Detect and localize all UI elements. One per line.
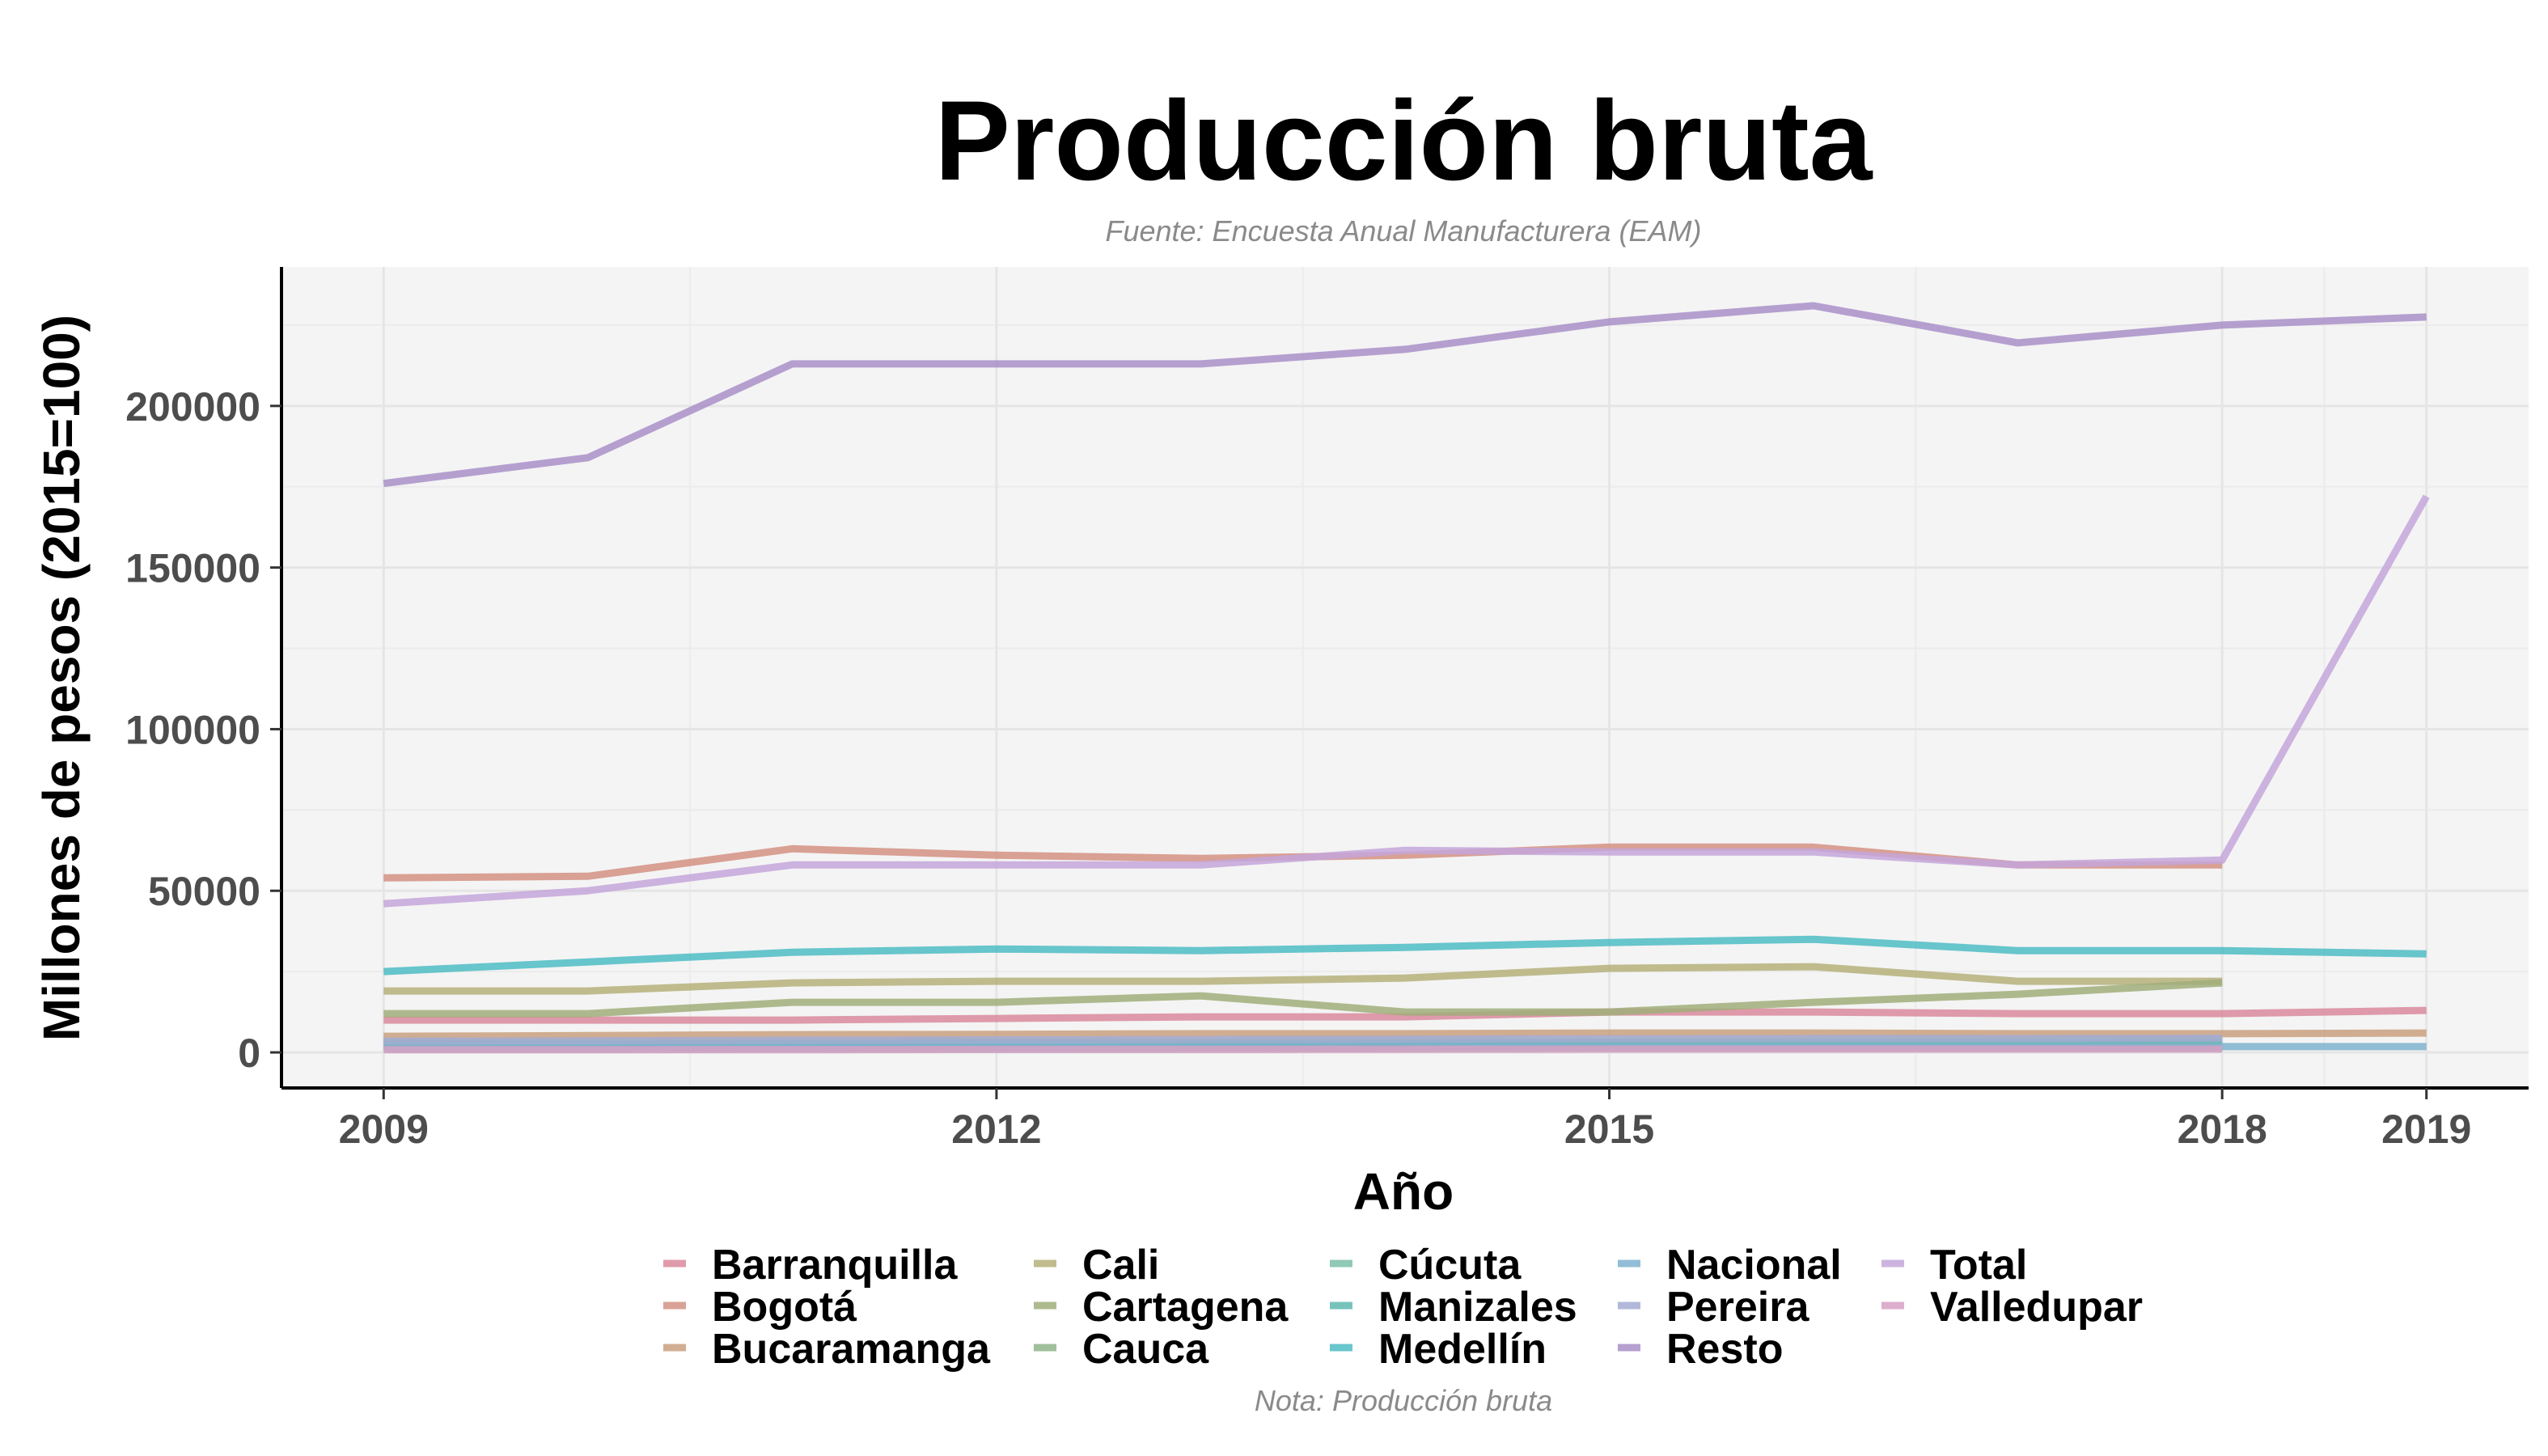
legend-label: Valledupar <box>1930 1284 2143 1331</box>
legend-label: Cauca <box>1082 1326 1209 1373</box>
legend-label: Bogotá <box>712 1284 857 1331</box>
axes <box>270 267 2529 1099</box>
series-line <box>383 302 2427 488</box>
legend-item: Cartagena <box>1034 1284 1289 1331</box>
legend-item: Pereira <box>1618 1284 1809 1331</box>
series-line <box>383 963 2223 995</box>
series-lines <box>383 302 2430 1054</box>
legend-item: Resto <box>1618 1326 1783 1373</box>
legend-label: Total <box>1930 1242 2027 1289</box>
legend-item: Cali <box>1034 1242 1159 1289</box>
legend-label: Cúcuta <box>1378 1242 1522 1289</box>
chart-title: Producción bruta <box>935 77 1873 204</box>
plot-panel <box>281 267 2529 1088</box>
tick-labels: 0 50000 100000 150000 200000 2009 2012 2015 2018… <box>125 384 2471 1152</box>
legend-item: Total <box>1881 1242 2027 1289</box>
legend-item: Bogotá <box>663 1284 857 1331</box>
x-axis-title: Año <box>1353 1162 1454 1221</box>
legend-item: Manizales <box>1330 1284 1577 1331</box>
legend-item: Medellín <box>1330 1326 1547 1373</box>
legend-label: Pereira <box>1666 1284 1809 1331</box>
x-tick-label: 2009 <box>339 1107 429 1152</box>
legend-item: Nacional <box>1618 1242 1842 1289</box>
y-tick-label: 0 <box>238 1031 260 1076</box>
legend-item: Bucaramanga <box>663 1326 991 1373</box>
chart-caption: Nota: Producción bruta <box>1255 1384 1552 1417</box>
legend-label: Cali <box>1082 1242 1159 1289</box>
series-line <box>383 494 2430 908</box>
legend-label: Resto <box>1666 1326 1783 1373</box>
series-line <box>383 1035 2223 1045</box>
series-line <box>383 1029 2427 1040</box>
chart-subtitle: Fuente: Encuesta Anual Manufacturera (EA… <box>1105 214 1701 248</box>
x-tick-label: 2018 <box>2178 1107 2267 1152</box>
legend-label: Manizales <box>1378 1284 1577 1331</box>
series-line <box>383 979 2223 1018</box>
legend-item: Cauca <box>1034 1326 1209 1373</box>
legend-label: Barranquilla <box>712 1242 958 1289</box>
x-tick-label: 2015 <box>1564 1107 1654 1152</box>
gridlines <box>281 267 2529 1088</box>
y-tick-label: 50000 <box>148 869 260 914</box>
x-tick-label: 2019 <box>2381 1107 2471 1152</box>
legend-label: Nacional <box>1666 1242 1842 1289</box>
legend-label: Medellín <box>1378 1326 1547 1373</box>
y-tick-label: 200000 <box>125 384 260 430</box>
series-line <box>383 1006 2427 1024</box>
y-tick-label: 150000 <box>125 546 260 591</box>
legend-label: Cartagena <box>1082 1284 1289 1331</box>
series-line <box>383 935 2427 976</box>
x-tick-label: 2012 <box>951 1107 1041 1152</box>
y-tick-label: 100000 <box>125 707 260 752</box>
legend-label: Bucaramanga <box>712 1326 991 1373</box>
legend-item: Cúcuta <box>1330 1242 1522 1289</box>
legend-item: Valledupar <box>1881 1284 2143 1331</box>
legend-item: Barranquilla <box>663 1242 958 1289</box>
y-axis-title: Millones de pesos (2015=100) <box>32 315 91 1041</box>
series-line <box>383 1045 2223 1054</box>
